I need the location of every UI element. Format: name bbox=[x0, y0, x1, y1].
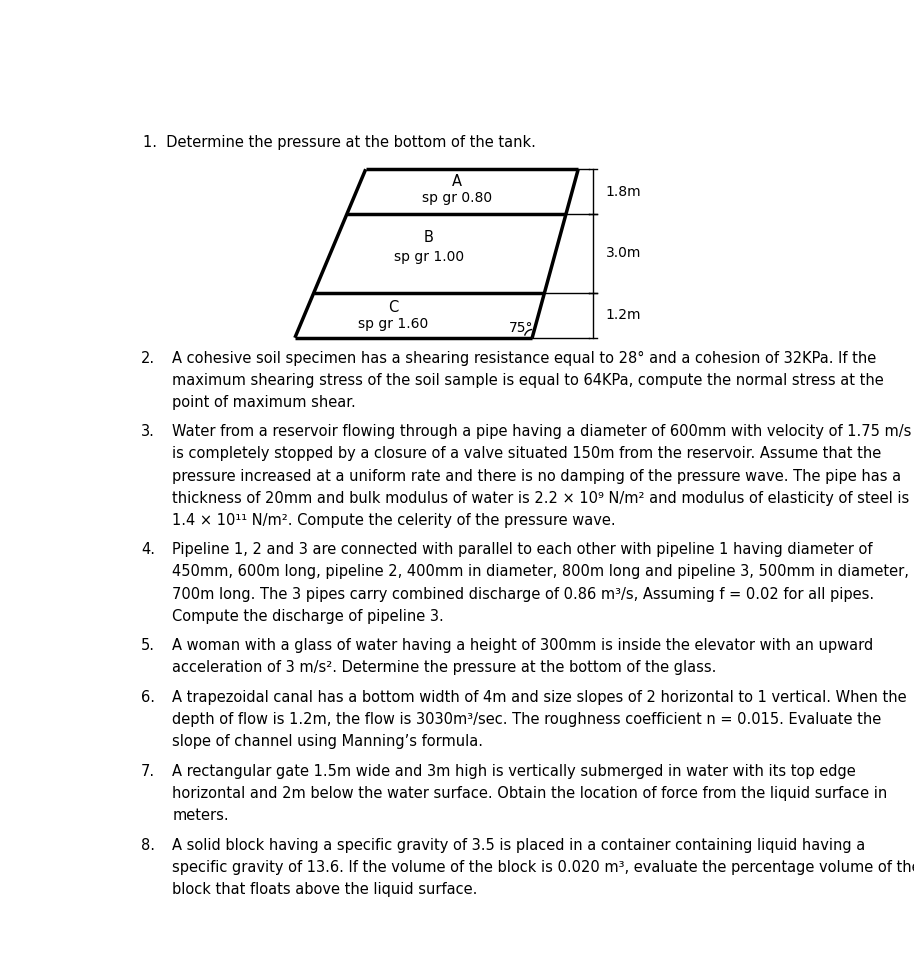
Text: 1.4 × 10¹¹ N/m². Compute the celerity of the pressure wave.: 1.4 × 10¹¹ N/m². Compute the celerity of… bbox=[173, 513, 616, 527]
Text: meters.: meters. bbox=[173, 808, 229, 823]
Text: block that floats above the liquid surface.: block that floats above the liquid surfa… bbox=[173, 882, 478, 897]
Text: A rectangular gate 1.5m wide and 3m high is vertically submerged in water with i: A rectangular gate 1.5m wide and 3m high… bbox=[173, 764, 856, 778]
Text: B: B bbox=[424, 230, 433, 244]
Text: 450mm, 600m long, pipeline 2, 400mm in diameter, 800m long and pipeline 3, 500mm: 450mm, 600m long, pipeline 2, 400mm in d… bbox=[173, 564, 909, 579]
Text: depth of flow is 1.2m, the flow is 3030m³/sec. The roughness coefficient n = 0.0: depth of flow is 1.2m, the flow is 3030m… bbox=[173, 712, 882, 727]
Text: 3.: 3. bbox=[141, 424, 155, 440]
Text: specific gravity of 13.6. If the volume of the block is 0.020 m³, evaluate the p: specific gravity of 13.6. If the volume … bbox=[173, 859, 914, 875]
Text: 1.  Determine the pressure at the bottom of the tank.: 1. Determine the pressure at the bottom … bbox=[143, 135, 536, 151]
Text: 3.0m: 3.0m bbox=[606, 246, 642, 261]
Text: 700m long. The 3 pipes carry combined discharge of 0.86 m³/s, Assuming f = 0.02 : 700m long. The 3 pipes carry combined di… bbox=[173, 587, 875, 601]
Text: sp gr 1.00: sp gr 1.00 bbox=[394, 250, 463, 265]
Text: 5.: 5. bbox=[141, 638, 155, 653]
Text: 1.2m: 1.2m bbox=[606, 308, 642, 322]
Text: 8.: 8. bbox=[141, 838, 155, 852]
Text: 2.: 2. bbox=[141, 350, 155, 366]
Text: thickness of 20mm and bulk modulus of water is 2.2 × 10⁹ N/m² and modulus of ela: thickness of 20mm and bulk modulus of wa… bbox=[173, 490, 909, 506]
Text: acceleration of 3 m/s². Determine the pressure at the bottom of the glass.: acceleration of 3 m/s². Determine the pr… bbox=[173, 661, 717, 675]
Text: Pipeline 1, 2 and 3 are connected with parallel to each other with pipeline 1 ha: Pipeline 1, 2 and 3 are connected with p… bbox=[173, 542, 873, 558]
Text: Water from a reservoir flowing through a pipe having a diameter of 600mm with ve: Water from a reservoir flowing through a… bbox=[173, 424, 911, 440]
Text: slope of channel using Manning’s formula.: slope of channel using Manning’s formula… bbox=[173, 734, 484, 749]
Text: is completely stopped by a closure of a valve situated 150m from the reservoir. : is completely stopped by a closure of a … bbox=[173, 447, 882, 461]
Text: 7.: 7. bbox=[141, 764, 155, 778]
Text: 6.: 6. bbox=[141, 690, 155, 704]
Text: 4.: 4. bbox=[141, 542, 155, 558]
Text: horizontal and 2m below the water surface. Obtain the location of force from the: horizontal and 2m below the water surfac… bbox=[173, 786, 887, 801]
Text: point of maximum shear.: point of maximum shear. bbox=[173, 395, 356, 410]
Text: A cohesive soil specimen has a shearing resistance equal to 28° and a cohesion o: A cohesive soil specimen has a shearing … bbox=[173, 350, 877, 366]
Text: maximum shearing stress of the soil sample is equal to 64KPa, compute the normal: maximum shearing stress of the soil samp… bbox=[173, 373, 884, 387]
Text: pressure increased at a uniform rate and there is no damping of the pressure wav: pressure increased at a uniform rate and… bbox=[173, 469, 901, 484]
Text: Compute the discharge of pipeline 3.: Compute the discharge of pipeline 3. bbox=[173, 609, 444, 624]
Text: A trapezoidal canal has a bottom width of 4m and size slopes of 2 horizontal to : A trapezoidal canal has a bottom width o… bbox=[173, 690, 907, 704]
Text: A woman with a glass of water having a height of 300mm is inside the elevator wi: A woman with a glass of water having a h… bbox=[173, 638, 874, 653]
Text: 75°: 75° bbox=[509, 321, 534, 335]
Text: A: A bbox=[452, 174, 462, 190]
Text: sp gr 1.60: sp gr 1.60 bbox=[358, 317, 428, 331]
Text: C: C bbox=[388, 301, 399, 315]
Text: 1.8m: 1.8m bbox=[606, 185, 642, 198]
Text: A solid block having a specific gravity of 3.5 is placed in a container containi: A solid block having a specific gravity … bbox=[173, 838, 866, 852]
Text: sp gr 0.80: sp gr 0.80 bbox=[422, 191, 492, 204]
